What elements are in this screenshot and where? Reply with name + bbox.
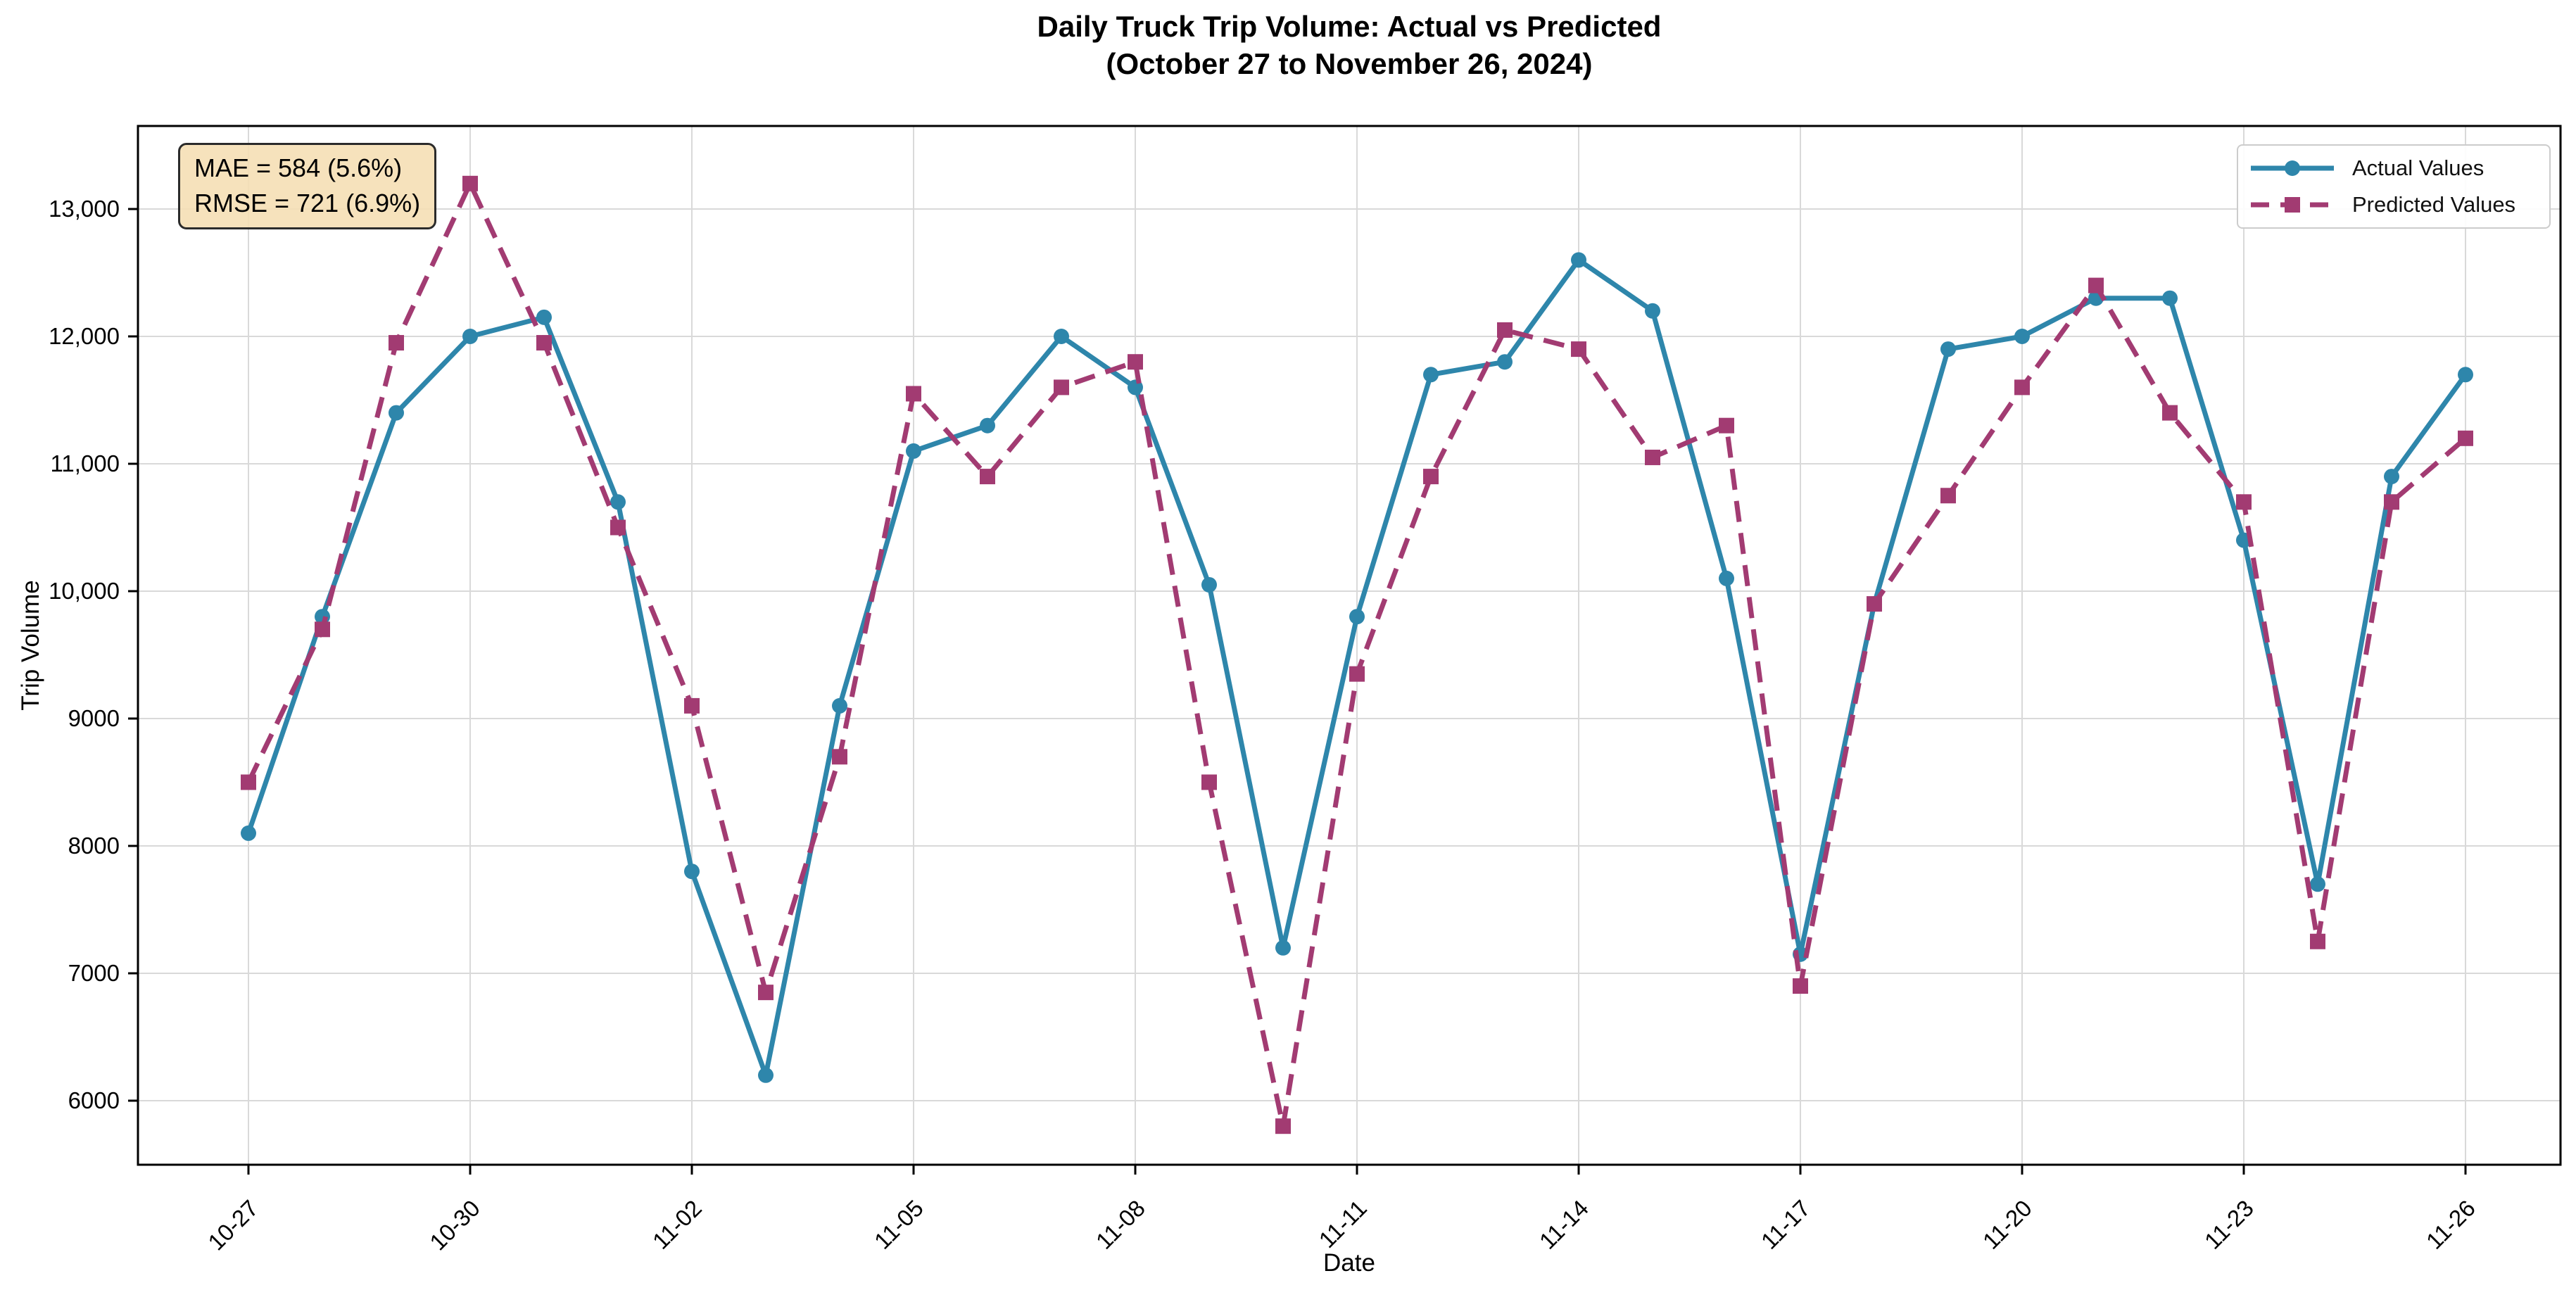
x-tick-label: 11-17 (1756, 1195, 1815, 1254)
rmse-stat: RMSE = 721 (6.9%) (194, 189, 421, 218)
plot-border (137, 125, 2562, 1166)
actual-data-point (1940, 341, 1956, 358)
predicted-data-point (536, 335, 552, 351)
chart-title: Daily Truck Trip Volume: Actual vs Predi… (138, 8, 2561, 82)
predicted-data-point (241, 774, 256, 790)
x-axis-label: Date (1323, 1249, 1375, 1277)
predicted-data-point (1275, 1118, 1291, 1134)
predicted-data-point (1571, 341, 1586, 358)
legend-item-predicted: Predicted Values (2251, 192, 2537, 217)
chart-title-line2: (October 27 to November 26, 2024) (1106, 46, 1593, 80)
actual-data-point (241, 825, 256, 841)
predicted-data-point (1349, 666, 1365, 682)
predicted-data-point (906, 386, 921, 402)
actual-data-point (1497, 354, 1513, 370)
actual-data-point (1054, 329, 1069, 344)
predicted-data-point (1719, 417, 1734, 434)
dashed-line-sample (2251, 196, 2334, 213)
square-marker-icon (2285, 197, 2300, 213)
x-tick-label: 11-23 (2199, 1195, 2259, 1254)
predicted-data-point (389, 335, 404, 351)
x-tick-label: 11-05 (869, 1195, 928, 1254)
legend-label: Actual Values (2352, 156, 2485, 180)
actual-data-point (906, 443, 921, 459)
actual-data-point (832, 697, 847, 714)
y-tick-label: 7000 (68, 960, 120, 986)
y-tick-label: 11,000 (51, 450, 120, 476)
predicted-data-point (980, 469, 995, 485)
y-tick-label: 8000 (68, 833, 120, 859)
y-tick-label: 10,000 (49, 578, 120, 604)
predicted-data-point (1793, 978, 1808, 994)
actual-data-point (462, 329, 478, 344)
predicted-data-point (758, 985, 774, 1001)
x-tick-label: 11-02 (648, 1195, 707, 1254)
predicted-data-point (1940, 488, 1956, 504)
actual-data-point (1349, 609, 1365, 625)
actual-data-point (1275, 940, 1291, 956)
actual-data-point (1719, 570, 1734, 586)
predicted-data-point (610, 519, 626, 536)
x-tick-label: 11-26 (2421, 1195, 2480, 1254)
actual-data-point (1423, 367, 1439, 383)
y-tick-label: 12,000 (49, 323, 120, 349)
x-tick-label: 11-20 (1978, 1195, 2037, 1254)
legend: Actual Values Predicted Values (2237, 144, 2551, 229)
predicted-data-point (1423, 469, 1439, 485)
actual-data-point (2384, 469, 2399, 485)
predicted-data-point (832, 749, 847, 765)
actual-data-point (610, 494, 626, 510)
x-tick-label: 10-30 (424, 1195, 485, 1256)
predicted-data-point (2162, 405, 2178, 421)
y-axis-label: Trip Volume (17, 580, 44, 711)
actual-data-point (2162, 290, 2178, 306)
x-tick-label: 11-14 (1534, 1195, 1593, 1254)
predicted-data-point (1201, 774, 1217, 790)
actual-data-point (1645, 303, 1660, 319)
actual-data-point (2458, 367, 2473, 383)
predicted-data-point (1497, 322, 1513, 338)
actual-data-point (1571, 252, 1586, 268)
predicted-data-point (462, 175, 478, 191)
predicted-data-point (2458, 430, 2473, 446)
actual-data-point (758, 1067, 774, 1083)
predicted-data-point (1054, 379, 1069, 396)
predicted-data-point (2310, 933, 2325, 949)
mae-stat: MAE = 584 (5.6%) (194, 153, 403, 182)
legend-item-actual: Actual Values (2251, 156, 2537, 181)
predicted-data-point (2014, 379, 2030, 396)
circle-marker-icon (2285, 160, 2300, 176)
predicted-data-point (2384, 494, 2399, 510)
predicted-data-point (2236, 494, 2252, 510)
predicted-data-point (1128, 354, 1143, 370)
x-tick-label: 11-11 (1314, 1195, 1372, 1253)
x-tick-label: 11-08 (1091, 1195, 1150, 1254)
predicted-data-point (684, 697, 700, 714)
actual-data-point (980, 417, 995, 434)
y-tick-label: 9000 (68, 705, 120, 731)
actual-data-point (684, 864, 700, 880)
actual-data-point (2310, 876, 2325, 892)
error-stats-annotation: MAE = 584 (5.6%) RMSE = 721 (6.9%) (178, 143, 437, 229)
actual-data-point (1201, 576, 1217, 593)
predicted-data-point (1867, 596, 1882, 612)
actual-data-point (389, 405, 404, 421)
solid-line-sample (2251, 160, 2334, 177)
y-tick-label: 13,000 (49, 196, 120, 222)
predicted-data-point (2088, 277, 2104, 293)
x-tick-label: 10-27 (203, 1195, 263, 1256)
actual-data-point (2014, 329, 2030, 344)
chart-title-line1: Daily Truck Trip Volume: Actual vs Predi… (1037, 10, 1662, 43)
y-tick-label: 6000 (68, 1087, 120, 1113)
actual-data-point (1128, 379, 1143, 396)
legend-label: Predicted Values (2352, 192, 2516, 217)
actual-data-point (536, 309, 552, 325)
predicted-data-point (315, 621, 330, 638)
predicted-data-point (1645, 449, 1660, 465)
